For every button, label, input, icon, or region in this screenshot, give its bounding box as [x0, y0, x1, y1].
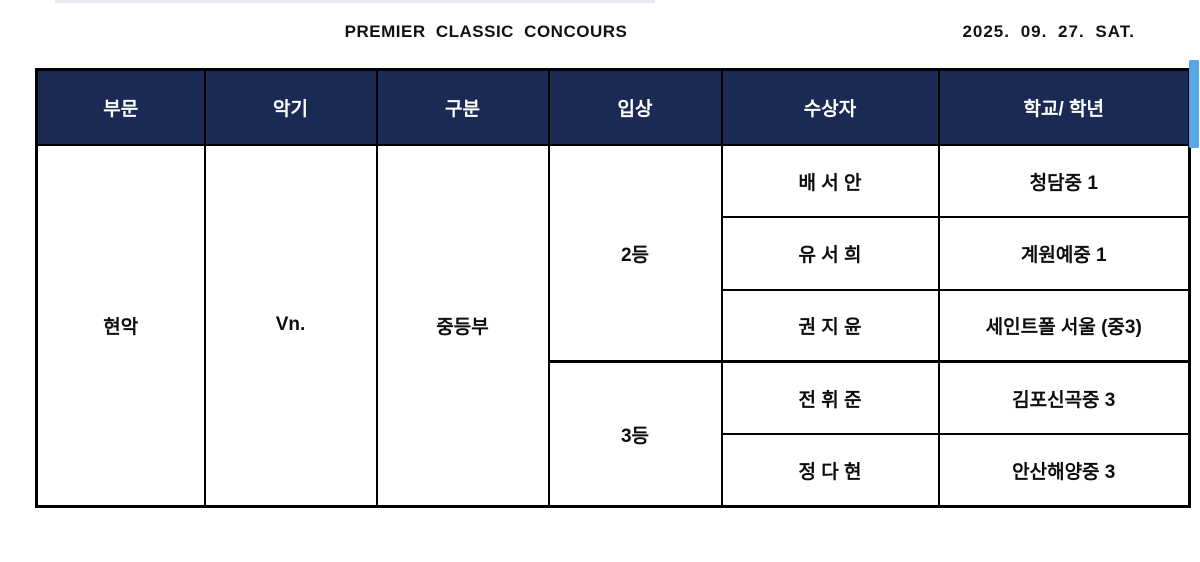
cell-winner-name: 전 휘 준 — [720, 360, 940, 436]
results-table: 부문 악기 구분 입상 수상자 학교/ 학년 현악 Vn. 중등부 2등 배 서… — [35, 68, 1191, 508]
cell-winner-school: 계원예중 1 — [937, 216, 1191, 291]
table-row: 현악 Vn. 중등부 2등 배 서 안 청담중 1 — [35, 143, 1191, 508]
table-header-row: 부문 악기 구분 입상 수상자 학교/ 학년 — [35, 68, 1191, 146]
header-cell-winner: 수상자 — [720, 68, 940, 146]
scrollbar-thumb[interactable] — [1189, 60, 1199, 148]
cell-winner-school: 세인트폴 서울 (중3) — [937, 288, 1191, 364]
cell-instrument: Vn. — [203, 143, 378, 508]
cell-division: 현악 — [35, 143, 206, 508]
cell-winner-name: 정 다 현 — [720, 433, 940, 508]
page-date: 2025. 09. 27. SAT. — [962, 22, 1135, 41]
table-row: 3등 전 휘 준 김포신곡중 3 — [37, 360, 1191, 508]
header-cell-division: 부문 — [35, 68, 206, 146]
table-row: 정 다 현 안산해양중 3 — [37, 433, 1191, 508]
page-title: PREMIER CLASSIC CONCOURS — [344, 22, 628, 41]
header-cell-instrument: 악기 — [203, 68, 378, 146]
cell-winner-name: 배 서 안 — [720, 143, 940, 219]
header-cell-prize: 입상 — [547, 68, 723, 146]
cell-winner-school: 안산해양중 3 — [937, 433, 1191, 508]
clipped-top-edge-artifact — [55, 0, 655, 3]
table-row: 유 서 희 계원예중 1 — [37, 216, 1191, 291]
cell-winner-name: 권 지 윤 — [720, 288, 940, 364]
table-row: 권 지 윤 세인트폴 서울 (중3) — [37, 288, 1191, 364]
cell-category: 중등부 — [375, 143, 550, 508]
cell-winner-school: 김포신곡중 3 — [937, 360, 1191, 436]
header-cell-school: 학교/ 학년 — [937, 68, 1191, 146]
cell-winner-name: 유 서 희 — [720, 216, 940, 291]
cell-prize-2nd: 2등 — [547, 143, 723, 364]
header-cell-category: 구분 — [375, 68, 550, 146]
cell-winner-school: 청담중 1 — [937, 143, 1191, 219]
cell-prize-3rd: 3등 — [547, 360, 723, 508]
